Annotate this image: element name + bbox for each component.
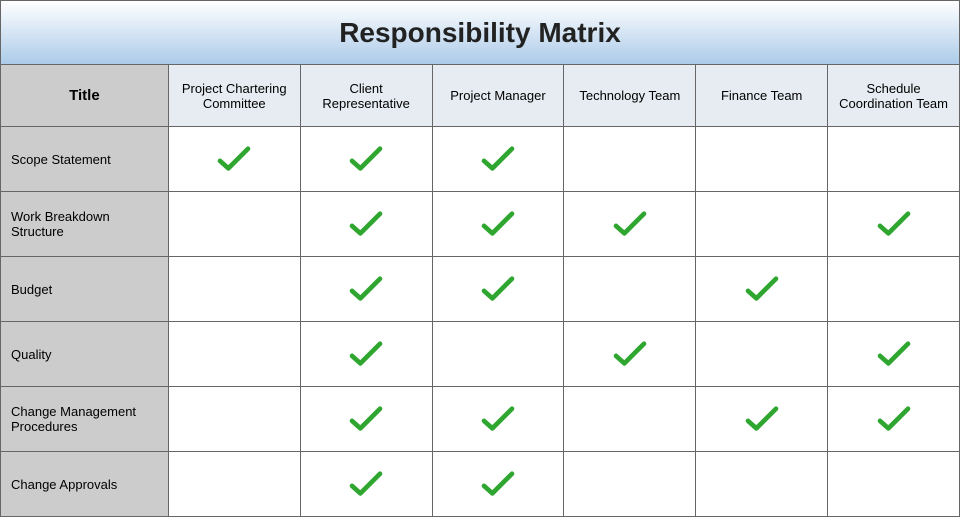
check-icon [347,405,385,433]
check-icon [347,470,385,498]
row-header: Change Approvals [1,452,169,517]
column-header-label: Project Chartering Committee [182,81,287,111]
column-header: Finance Team [696,65,828,127]
row-header: Quality [1,322,169,387]
column-header: Schedule Coordination Team [828,65,960,127]
column-header-title-label: Title [69,87,100,104]
matrix-cell [564,452,696,517]
check-icon [479,145,517,173]
matrix-cell [696,127,828,192]
table-row: Change Management Procedures [1,387,960,452]
check-icon [611,210,649,238]
matrix-cell [696,257,828,322]
check-icon [875,210,913,238]
table-row: Work Breakdown Structure [1,192,960,257]
check-icon [875,340,913,368]
column-header: Project Manager [432,65,564,127]
check-icon [347,145,385,173]
matrix-cell [564,387,696,452]
matrix-cell [564,257,696,322]
table-row: Quality [1,322,960,387]
matrix-cell [564,192,696,257]
check-icon [743,405,781,433]
matrix-cell [432,322,564,387]
row-header-label: Change Management Procedures [11,404,136,434]
row-header: Scope Statement [1,127,169,192]
check-icon [611,340,649,368]
check-icon [479,470,517,498]
matrix-title: Responsibility Matrix [339,17,621,49]
row-header-label: Work Breakdown Structure [11,209,110,239]
matrix-cell [300,452,432,517]
column-header-label: Project Manager [450,88,545,103]
matrix-cell [828,192,960,257]
matrix-cell [432,452,564,517]
row-header-label: Budget [11,282,52,297]
matrix-cell [696,452,828,517]
matrix-cell [828,322,960,387]
row-header: Budget [1,257,169,322]
matrix-cell [300,322,432,387]
row-header-label: Change Approvals [11,477,117,492]
matrix-cell [564,322,696,387]
matrix-cell [300,192,432,257]
matrix-cell [828,127,960,192]
check-icon [347,210,385,238]
column-header: Technology Team [564,65,696,127]
matrix-cell [432,387,564,452]
column-header: Project Chartering Committee [168,65,300,127]
matrix-cell [300,387,432,452]
check-icon [743,275,781,303]
row-header: Change Management Procedures [1,387,169,452]
matrix-cell [432,192,564,257]
row-header: Work Breakdown Structure [1,192,169,257]
matrix-cell [696,192,828,257]
check-icon [347,275,385,303]
matrix-title-bar: Responsibility Matrix [1,1,960,65]
matrix-cell [168,387,300,452]
check-icon [479,405,517,433]
matrix-cell [300,127,432,192]
matrix-cell [300,257,432,322]
matrix-cell [564,127,696,192]
matrix-cell [432,257,564,322]
column-header-label: Schedule Coordination Team [839,81,948,111]
column-header-label: Client Representative [322,81,409,111]
matrix-cell [168,192,300,257]
matrix-cell [168,257,300,322]
table-row: Budget [1,257,960,322]
matrix-cell [828,452,960,517]
matrix-cell [168,322,300,387]
column-header-title: Title [1,65,169,127]
matrix-cell [696,387,828,452]
matrix-table: Responsibility Matrix Title Project Char… [0,0,960,517]
check-icon [479,210,517,238]
check-icon [215,145,253,173]
matrix-cell [696,322,828,387]
check-icon [479,275,517,303]
column-header-label: Finance Team [721,88,802,103]
matrix-cell [828,257,960,322]
responsibility-matrix: Responsibility Matrix Title Project Char… [0,0,960,517]
matrix-cell [168,452,300,517]
column-header-label: Technology Team [579,88,680,103]
column-header: Client Representative [300,65,432,127]
matrix-cell [828,387,960,452]
row-header-label: Quality [11,347,51,362]
matrix-cell [432,127,564,192]
matrix-cell [168,127,300,192]
table-row: Change Approvals [1,452,960,517]
check-icon [875,405,913,433]
check-icon [347,340,385,368]
row-header-label: Scope Statement [11,152,111,167]
table-row: Scope Statement [1,127,960,192]
